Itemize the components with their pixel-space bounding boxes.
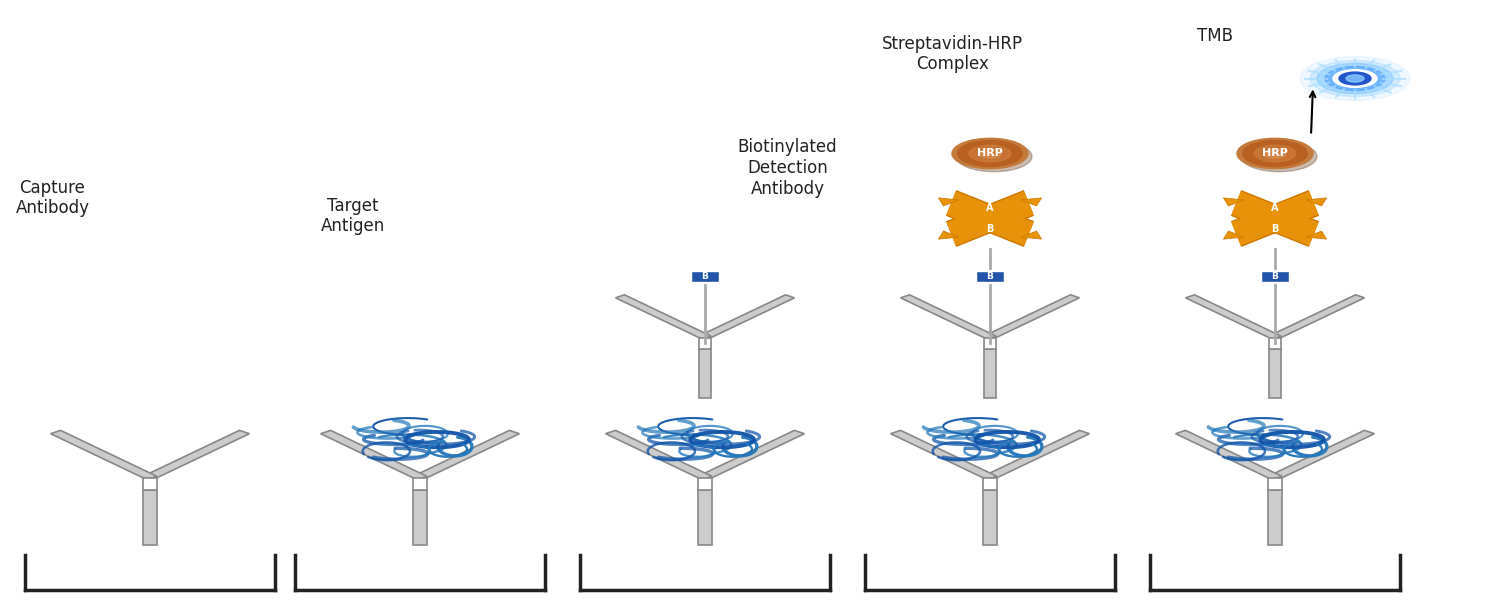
Text: Streptavidin-HRP
Complex: Streptavidin-HRP Complex	[882, 35, 1023, 73]
Text: Biotinylated
Detection
Antibody: Biotinylated Detection Antibody	[738, 138, 837, 198]
Text: B: B	[1272, 223, 1278, 233]
Polygon shape	[615, 295, 711, 339]
Circle shape	[1300, 56, 1410, 100]
Polygon shape	[51, 430, 158, 479]
Circle shape	[1334, 70, 1377, 87]
Text: HRP: HRP	[1262, 148, 1288, 158]
Circle shape	[1346, 75, 1364, 82]
Bar	[982, 478, 998, 490]
Bar	[1268, 490, 1282, 545]
Polygon shape	[982, 430, 1089, 479]
Polygon shape	[900, 295, 996, 339]
Text: Target
Antigen: Target Antigen	[321, 197, 384, 235]
Circle shape	[952, 138, 1028, 169]
Circle shape	[978, 149, 1002, 158]
Bar	[142, 490, 158, 545]
Polygon shape	[1224, 231, 1244, 239]
Text: B: B	[987, 272, 993, 281]
Bar	[984, 338, 996, 349]
Bar	[698, 490, 712, 545]
Circle shape	[969, 145, 1011, 162]
Bar	[982, 490, 998, 545]
Circle shape	[1317, 63, 1394, 94]
Text: B: B	[987, 223, 993, 233]
Bar	[1268, 478, 1282, 490]
Circle shape	[1254, 145, 1296, 162]
Polygon shape	[1022, 231, 1041, 239]
Polygon shape	[413, 430, 519, 479]
Circle shape	[1324, 67, 1384, 91]
Text: A: A	[1270, 203, 1278, 214]
Polygon shape	[699, 295, 795, 339]
Text: B: B	[702, 272, 708, 281]
Circle shape	[1238, 138, 1312, 169]
Circle shape	[1242, 140, 1308, 166]
Bar	[699, 338, 711, 349]
Polygon shape	[1022, 198, 1041, 206]
Circle shape	[1340, 72, 1371, 85]
Circle shape	[956, 141, 1032, 172]
Polygon shape	[1269, 295, 1365, 339]
Polygon shape	[891, 430, 998, 479]
Polygon shape	[939, 231, 958, 239]
Bar	[699, 349, 711, 398]
Bar	[1269, 338, 1281, 349]
Bar	[413, 490, 428, 545]
Polygon shape	[1224, 198, 1244, 206]
Circle shape	[1263, 149, 1287, 158]
Text: Capture
Antibody: Capture Antibody	[15, 179, 90, 217]
Circle shape	[1310, 61, 1400, 97]
Polygon shape	[1185, 295, 1281, 339]
Polygon shape	[939, 198, 958, 206]
Polygon shape	[142, 430, 249, 479]
Bar	[142, 478, 158, 490]
Bar	[413, 478, 428, 490]
Polygon shape	[1306, 198, 1326, 206]
Circle shape	[1240, 141, 1317, 172]
Bar	[984, 349, 996, 398]
Polygon shape	[1176, 430, 1282, 479]
Bar	[1269, 349, 1281, 398]
Polygon shape	[1268, 430, 1374, 479]
Text: B: B	[1272, 272, 1278, 281]
Text: HRP: HRP	[976, 148, 1004, 158]
Text: TMB: TMB	[1197, 27, 1233, 45]
Polygon shape	[321, 430, 428, 479]
Text: A: A	[987, 203, 993, 214]
Polygon shape	[606, 430, 712, 479]
Polygon shape	[698, 430, 804, 479]
Bar	[698, 478, 712, 490]
Polygon shape	[984, 295, 1080, 339]
Circle shape	[957, 140, 1023, 166]
Polygon shape	[1306, 231, 1326, 239]
